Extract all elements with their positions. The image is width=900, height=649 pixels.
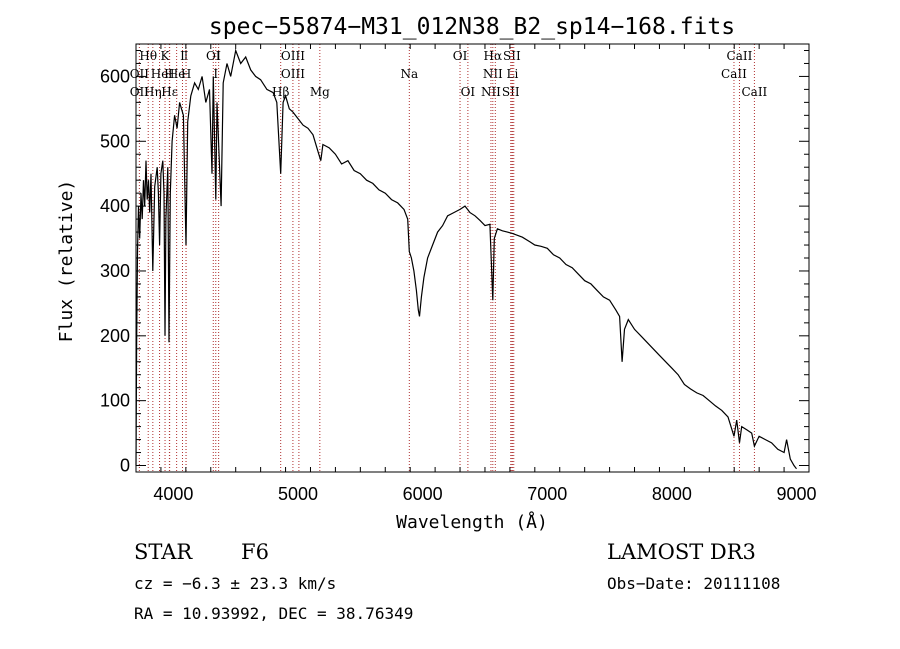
x-axis-label: Wavelength (Å) (396, 511, 548, 533)
line-marker-label: I (216, 49, 221, 63)
redshift-cz: cz = −6.3 ± 23.3 km/s (134, 574, 337, 593)
y-tick-label: 100 (100, 391, 130, 411)
line-marker-label: He (168, 67, 186, 81)
y-tick-label: 200 (100, 326, 130, 346)
line-marker-label: CaII (727, 49, 753, 63)
survey-name: LAMOST DR3 (607, 540, 756, 564)
line-marker-label: NII (481, 85, 501, 99)
spectrum-line (135, 48, 797, 470)
y-tick-label: 0 (120, 456, 130, 476)
line-marker-label: Na (400, 67, 418, 81)
line-marker-label: I (213, 67, 218, 81)
x-tick-label: 5000 (278, 484, 318, 504)
line-marker-label: OIII (281, 67, 305, 81)
line-marker-label: Hε (161, 85, 178, 99)
line-marker-label: Li (506, 67, 518, 81)
x-tick-label: 6000 (403, 484, 443, 504)
line-marker-label: NII (483, 67, 503, 81)
line-marker-label: H (181, 67, 191, 81)
chart-title: spec−55874−M31_012N38_B2_sp14−168.fits (209, 14, 735, 40)
y-axis-label: Flux (relative) (56, 180, 77, 343)
line-marker-label: SII (502, 85, 520, 99)
line-marker-label: Hθ (139, 49, 157, 63)
plot-frame (135, 43, 810, 473)
line-markers: OIIOIIHθHηHeKHHεHeIIHOIIIHβOIIIOIIIMgNaO… (130, 44, 768, 472)
x-tick-label: 8000 (652, 484, 692, 504)
line-marker-label: K (161, 49, 171, 63)
y-tick-label: 400 (100, 196, 130, 216)
observation-date: Obs−Date: 20111108 (607, 574, 781, 593)
y-tick-label: 600 (100, 66, 130, 86)
line-marker-label: I (180, 49, 185, 63)
line-marker-label: Hβ (272, 85, 289, 99)
spectral-subclass: F6 (241, 540, 269, 564)
coordinates: RA = 10.93992, DEC = 38.76349 (134, 604, 414, 623)
x-tick-label: 9000 (777, 484, 817, 504)
line-marker-label: CaII (741, 85, 767, 99)
line-marker-label: OII (130, 67, 150, 81)
y-tick-label: 500 (100, 131, 130, 151)
y-tick-label: 300 (100, 261, 130, 281)
line-marker-label: OI (206, 49, 221, 63)
line-marker-label: He (151, 67, 169, 81)
line-marker-label: Mg (310, 85, 330, 99)
line-marker-label: Hη (144, 85, 162, 99)
line-marker-label: OI (453, 49, 468, 63)
line-marker-label: OI (461, 85, 476, 99)
line-marker-label: OII (130, 85, 150, 99)
line-marker-label: Hα (484, 49, 503, 63)
x-tick-label: 4000 (153, 484, 193, 504)
line-marker-label: CaII (721, 67, 747, 81)
object-class: STAR (134, 540, 193, 564)
line-marker-label: OIII (281, 49, 305, 63)
x-tick-label: 7000 (527, 484, 567, 504)
axis-ticks: 4000 5000 6000 7000 8000 9000 0 100 200 300 400 500… (100, 44, 817, 504)
